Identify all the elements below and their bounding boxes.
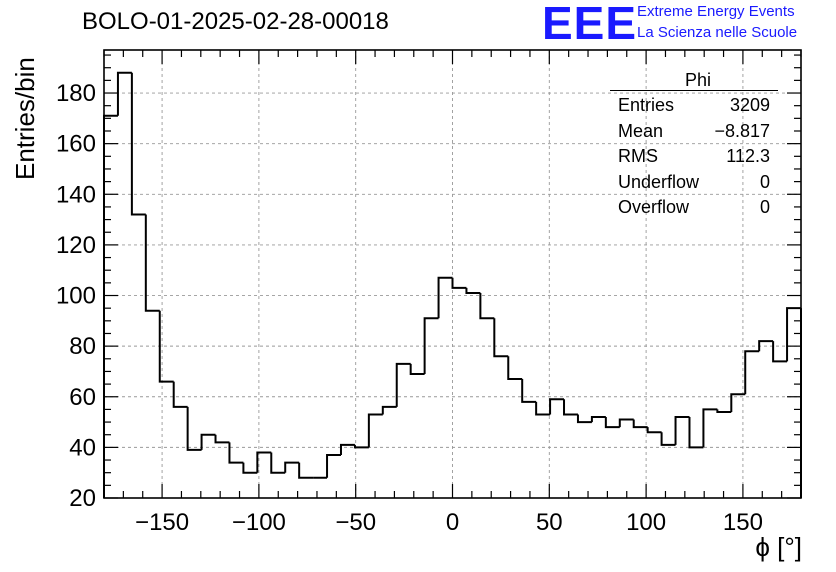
y-tick-label: 100 — [56, 283, 96, 310]
histogram-bin — [716, 409, 732, 413]
histogram-bin — [674, 416, 690, 445]
histogram-bin — [256, 451, 272, 473]
y-tick-label: 120 — [56, 232, 96, 259]
eee-logo: EEE — [542, 0, 638, 49]
y-tick-label: 60 — [69, 384, 96, 411]
stats-row-underflow: Underflow 0 — [610, 170, 778, 196]
logo-line-1: Extreme Energy Events — [637, 3, 795, 20]
histogram-bin — [437, 276, 453, 319]
histogram-bin — [604, 417, 620, 429]
stats-value: −8.817 — [714, 120, 770, 141]
y-tick-label: 160 — [56, 131, 96, 158]
histogram-bin — [103, 114, 118, 498]
histogram-bin — [632, 419, 648, 429]
histogram-bin — [367, 413, 383, 448]
histogram-bin — [200, 433, 216, 450]
histogram-bin — [353, 444, 369, 449]
plot-frame — [103, 49, 802, 499]
histogram-bin — [339, 443, 355, 455]
stats-row-entries: Entries 3209 — [610, 93, 778, 119]
histogram-bin — [702, 408, 718, 448]
histogram-bin — [423, 317, 439, 374]
histogram-bin — [549, 398, 565, 415]
histogram-bin — [646, 427, 662, 434]
y-tick-label: 80 — [69, 333, 96, 360]
histogram-bin — [451, 277, 467, 289]
y-tick-label: 140 — [56, 181, 96, 208]
axis-ticks: −150 −100 −50 0 50 100 150 20 40 60 80 100 120 140 160… — [56, 50, 802, 536]
x-tick-label: 150 — [723, 509, 763, 536]
histogram-bin — [326, 453, 341, 478]
x-tick-label: −100 — [232, 509, 286, 536]
histogram-bin — [688, 417, 704, 449]
histogram-bin — [228, 442, 244, 464]
histogram-bin — [158, 310, 174, 383]
histogram-bin — [758, 340, 774, 352]
stats-label: Underflow — [618, 171, 700, 192]
stats-value: 0 — [759, 171, 770, 192]
histogram-bin — [465, 287, 481, 294]
histogram-bin — [270, 452, 286, 474]
stats-row-mean: Mean −8.817 — [610, 119, 778, 145]
grid-lines — [104, 50, 801, 498]
stats-label: RMS — [618, 146, 658, 166]
histogram-bin — [660, 432, 676, 446]
x-tick-label: −50 — [335, 509, 376, 536]
histogram-bin — [730, 393, 746, 412]
histogram-bin — [535, 401, 551, 416]
logo-line-2: La Scienza nelle Scuole — [637, 24, 798, 41]
histogram-bin — [284, 461, 300, 473]
histogram-bin — [493, 318, 509, 358]
stats-label: Mean — [618, 120, 664, 141]
histogram-bin — [172, 381, 188, 408]
histogram-bin — [298, 462, 314, 479]
stats-row-rms: RMS 112.3 — [610, 144, 778, 170]
x-tick-label: 0 — [446, 509, 459, 536]
stats-label: Entries — [618, 95, 675, 115]
histogram-bin — [563, 399, 578, 416]
stats-title: Phi — [684, 70, 711, 90]
histogram-bin — [395, 362, 411, 407]
histogram-bin — [116, 71, 132, 116]
stats-value: 3209 — [729, 95, 770, 115]
histogram-bin — [144, 214, 160, 312]
histogram-bin — [507, 356, 523, 381]
x-tick-label: −150 — [135, 509, 189, 536]
chart-title: BOLO-01-2025-02-28-00018 — [82, 8, 389, 35]
y-tick-label: 20 — [69, 485, 96, 512]
histogram-bin — [242, 462, 258, 474]
histogram-bin — [186, 406, 202, 451]
histogram-bin — [576, 414, 592, 424]
histogram-bin — [590, 416, 606, 423]
stats-row-overflow: Overflow 0 — [610, 195, 778, 221]
histogram-bin — [381, 405, 397, 415]
x-tick-label: 100 — [626, 509, 666, 536]
histogram-bin — [521, 379, 537, 403]
histogram-bin — [618, 418, 634, 428]
x-axis-label: ϕ [°] — [755, 532, 802, 562]
stats-box: Phi Entries 3209 Mean −8.817 RMS 112.3 U… — [610, 70, 778, 221]
stats-label: Overflow — [618, 197, 690, 217]
stats-value: 0 — [759, 197, 770, 217]
histogram-bin — [214, 434, 230, 444]
y-tick-label: 180 — [56, 80, 96, 107]
histogram-bin — [479, 292, 495, 320]
histogram-bin — [786, 307, 801, 362]
y-tick-label: 40 — [69, 434, 96, 461]
histogram-bin — [409, 363, 425, 375]
histogram-bin — [772, 341, 788, 363]
stats-divider — [610, 90, 778, 91]
histogram-bin — [744, 350, 760, 395]
stats-value: 112.3 — [726, 146, 770, 166]
y-axis-label: Entries/bin — [10, 57, 40, 180]
x-tick-label: 50 — [536, 509, 563, 536]
histogram-bin — [130, 72, 146, 216]
